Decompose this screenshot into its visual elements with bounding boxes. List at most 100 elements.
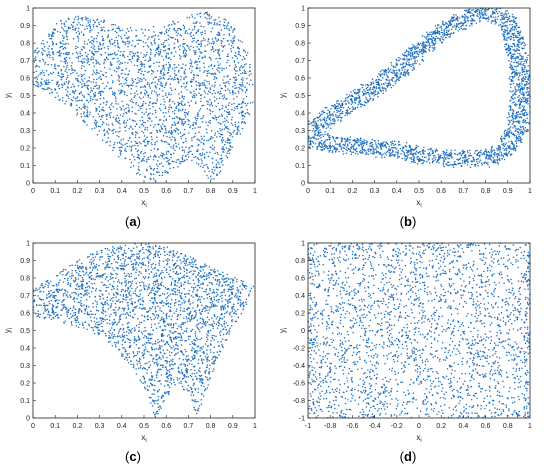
scatter-point: [459, 151, 461, 154]
scatter-point: [341, 104, 343, 106]
scatter-point: [509, 66, 511, 68]
scatter-point: [464, 161, 466, 164]
scatter-point: [149, 177, 151, 180]
scatter-point: [164, 107, 167, 110]
scatter-point: [207, 167, 209, 169]
scatter-point: [66, 64, 68, 67]
scatter-point: [514, 26, 517, 29]
scatter-point: [127, 30, 130, 32]
scatter-point: [221, 137, 224, 139]
scatter-point: [413, 62, 415, 65]
scatter-point: [87, 101, 90, 104]
scatter-point: [82, 45, 85, 48]
scatter-point: [472, 19, 475, 22]
scatter-point: [138, 162, 140, 164]
scatter-point: [122, 115, 124, 118]
scatter-point: [171, 117, 174, 120]
scatter-point: [73, 18, 76, 20]
scatter-point: [81, 83, 83, 85]
scatter-point: [88, 76, 91, 79]
scatter-point: [188, 148, 190, 150]
scatter-point: [230, 146, 232, 148]
scatter-point: [112, 149, 114, 152]
scatter-point: [493, 160, 495, 162]
x-tick-label: 0.5: [139, 188, 149, 195]
scatter-point: [53, 32, 55, 35]
scatter-point: [517, 76, 520, 79]
scatter-point: [217, 67, 220, 69]
scatter-point: [65, 20, 67, 23]
scatter-point: [215, 77, 218, 80]
scatter-point: [158, 65, 160, 68]
scatter-point: [511, 148, 514, 150]
scatter-point: [120, 69, 123, 72]
scatter-point: [493, 155, 496, 157]
scatter-point: [454, 163, 457, 166]
scatter-point: [405, 50, 408, 52]
scatter-point: [231, 116, 233, 119]
scatter-point: [200, 32, 202, 34]
scatter-point: [174, 38, 177, 40]
scatter-point: [140, 97, 142, 100]
scatter-point: [365, 87, 368, 90]
scatter-point: [403, 66, 405, 68]
scatter-point: [461, 153, 463, 155]
scatter-point: [376, 83, 378, 86]
scatter-point: [45, 82, 48, 84]
scatter-point: [475, 22, 478, 24]
scatter-point: [98, 86, 100, 89]
scatter-point: [237, 103, 240, 105]
scatter-point: [46, 41, 49, 43]
scatter-point: [208, 121, 210, 123]
scatter-point: [157, 35, 159, 37]
scatter-point: [431, 46, 434, 49]
scatter-point: [479, 20, 481, 23]
scatter-point: [34, 66, 37, 68]
scatter-point: [102, 97, 105, 99]
x-tick-label: 0.8: [206, 188, 216, 195]
scatter-point: [454, 28, 457, 30]
scatter-point: [314, 124, 317, 127]
scatter-point: [394, 146, 397, 149]
scatter-point: [354, 88, 356, 91]
scatter-point: [215, 98, 218, 100]
scatter-point: [227, 39, 229, 42]
scatter-point: [149, 107, 151, 110]
scatter-point: [187, 45, 189, 47]
scatter-point: [384, 68, 387, 71]
scatter-point: [80, 108, 82, 110]
scatter-point: [207, 101, 209, 103]
scatter-point: [116, 53, 118, 56]
scatter-point: [325, 123, 328, 125]
scatter-point: [137, 43, 139, 45]
scatter-point: [377, 92, 380, 94]
scatter-point: [119, 63, 121, 65]
scatter-point: [81, 78, 83, 81]
scatter-point: [450, 32, 453, 35]
scatter-point: [137, 55, 139, 57]
scatter-point: [361, 146, 364, 148]
scatter-point: [503, 28, 506, 31]
scatter-point: [515, 66, 517, 68]
scatter-point: [382, 145, 384, 148]
scatter-point: [200, 118, 202, 120]
scatter-point: [308, 146, 311, 148]
scatter-point: [151, 44, 153, 46]
scatter-point: [62, 39, 64, 42]
scatter-point: [514, 102, 517, 105]
scatter-point: [415, 146, 417, 149]
scatter-point: [226, 24, 229, 26]
scatter-point: [120, 89, 122, 91]
scatter-point: [58, 65, 60, 67]
scatter-point: [436, 29, 439, 31]
scatter-point: [103, 47, 106, 49]
scatter-point: [100, 108, 103, 111]
scatter-point: [102, 121, 104, 123]
scatter-point: [354, 140, 357, 142]
scatter-point: [499, 159, 501, 162]
scatter-point: [408, 59, 410, 62]
scatter-point: [494, 16, 497, 18]
scatter-point: [506, 18, 509, 21]
scatter-point: [95, 71, 98, 73]
scatter-point: [455, 26, 458, 29]
